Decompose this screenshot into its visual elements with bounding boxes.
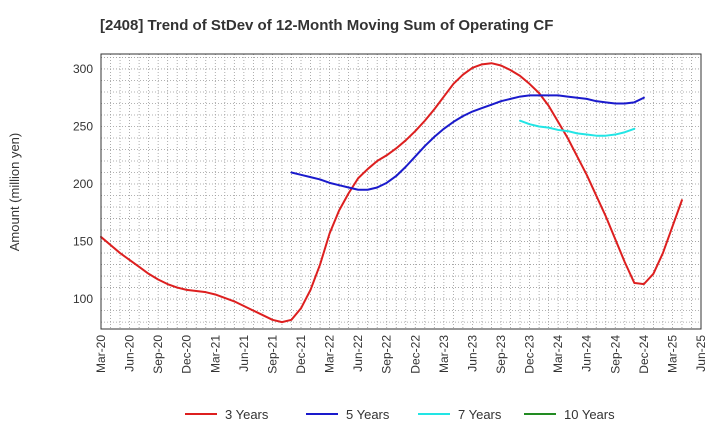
x-tick-label: Mar-25: [665, 335, 679, 373]
x-tick-label: Mar-21: [208, 335, 222, 373]
y-tick-label: 200: [73, 177, 93, 191]
x-tick-label: Sep-23: [494, 335, 508, 374]
x-tick-label: Sep-24: [608, 335, 622, 374]
legend-label-10-years: 10 Years: [564, 407, 615, 422]
x-tick-label: Dec-23: [523, 335, 537, 374]
grid: [100, 54, 702, 329]
legend: 3 Years 5 Years 7 Years 10 Years: [185, 407, 615, 422]
x-tick-label: Dec-21: [294, 335, 308, 374]
x-tick-label: Mar-24: [551, 335, 565, 373]
x-tick-label: Jun-25: [694, 335, 708, 372]
y-axis-label: Amount (million yen): [7, 133, 22, 252]
plot-area-border: [100, 53, 702, 330]
legend-label-3-years: 3 Years: [225, 407, 269, 422]
x-ticks: Mar-20 Jun-20 Sep-20 Dec-20 Mar-21 Jun-21 Sep-…: [94, 335, 708, 374]
y-tick-label: 300: [73, 62, 93, 76]
plot-lines: [100, 62, 683, 324]
y-tick-label: 150: [73, 235, 93, 249]
y-tick-label: 100: [73, 292, 93, 306]
x-tick-label: Sep-22: [380, 335, 394, 374]
chart-title: [2408] Trend of StDev of 12-Month Moving…: [100, 17, 553, 34]
x-tick-label: Dec-24: [637, 335, 651, 374]
series-line-3-years: [100, 62, 683, 324]
y-ticks: 100 150 200 250 300: [73, 62, 93, 306]
series-line-7-years: [519, 119, 636, 137]
x-tick-label: Mar-22: [323, 335, 337, 373]
x-tick-label: Sep-21: [265, 335, 279, 374]
x-tick-label: Jun-23: [465, 335, 479, 372]
y-tick-label: 250: [73, 119, 93, 133]
x-tick-label: Jun-20: [123, 335, 137, 372]
x-tick-label: Sep-20: [151, 335, 165, 374]
x-tick-label: Jun-21: [237, 335, 251, 372]
legend-label-7-years: 7 Years: [458, 407, 502, 422]
x-tick-label: Mar-23: [437, 335, 451, 373]
x-tick-label: Dec-22: [408, 335, 422, 374]
legend-label-5-years: 5 Years: [346, 407, 390, 422]
x-tick-label: Mar-20: [94, 335, 108, 373]
x-tick-label: Dec-20: [180, 335, 194, 374]
series-line-5-years: [290, 94, 645, 191]
x-tick-label: Jun-24: [580, 335, 594, 372]
x-tick-label: Jun-22: [351, 335, 365, 372]
